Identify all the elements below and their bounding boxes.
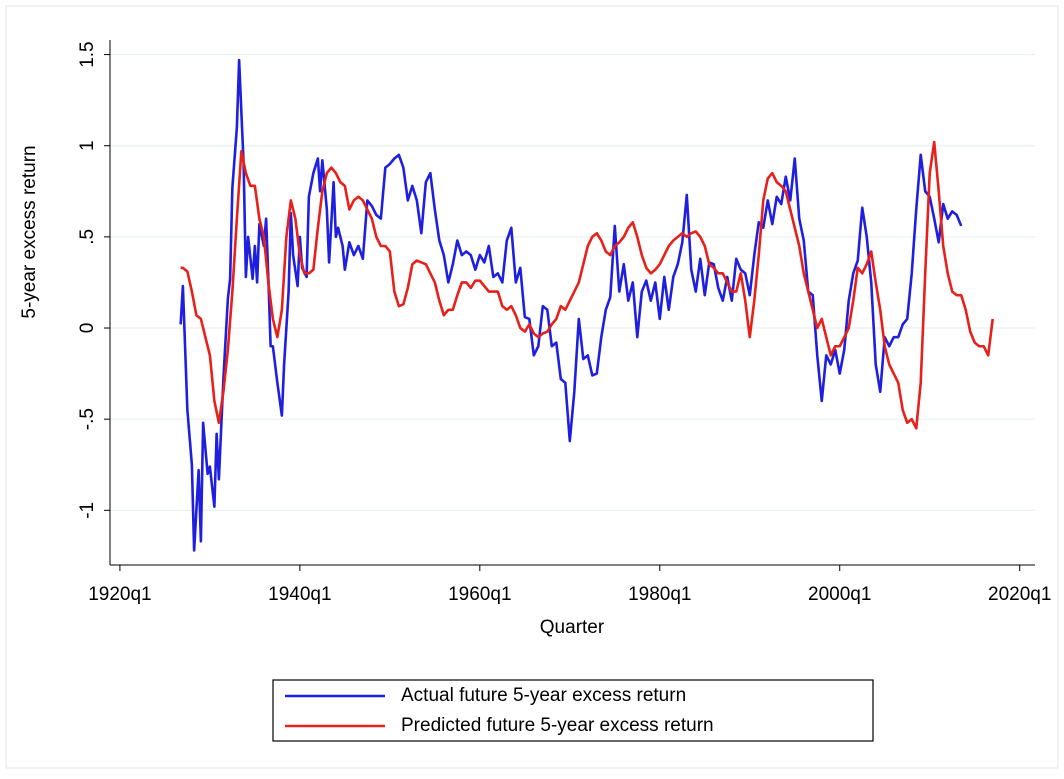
x-tick-label: 2020q1 (988, 584, 1051, 605)
y-axis-title: 5-year excess return (19, 145, 40, 318)
legend-box (272, 679, 874, 742)
y-tick-label: .5 (77, 229, 98, 245)
legend-label: Predicted future 5-year excess return (401, 715, 714, 736)
data-line (179, 58, 963, 552)
x-tick-label: 1960q1 (448, 584, 511, 605)
y-tick-label: -1 (77, 502, 98, 519)
y-tick-label: 0 (77, 323, 98, 334)
x-tick-label: 1920q1 (88, 584, 151, 605)
data-line (180, 140, 995, 430)
legend-label: Actual future 5-year excess return (401, 685, 686, 706)
y-tick-label: 1.5 (77, 41, 98, 67)
y-tick-label: -.5 (77, 408, 98, 430)
x-tick-label: 1980q1 (628, 584, 691, 605)
frame (5, 5, 1059, 769)
x-tick-label: 1940q1 (268, 584, 331, 605)
y-tick-label: 1 (77, 140, 98, 151)
x-tick-label: 2000q1 (808, 584, 871, 605)
x-axis-title: Quarter (540, 617, 605, 638)
